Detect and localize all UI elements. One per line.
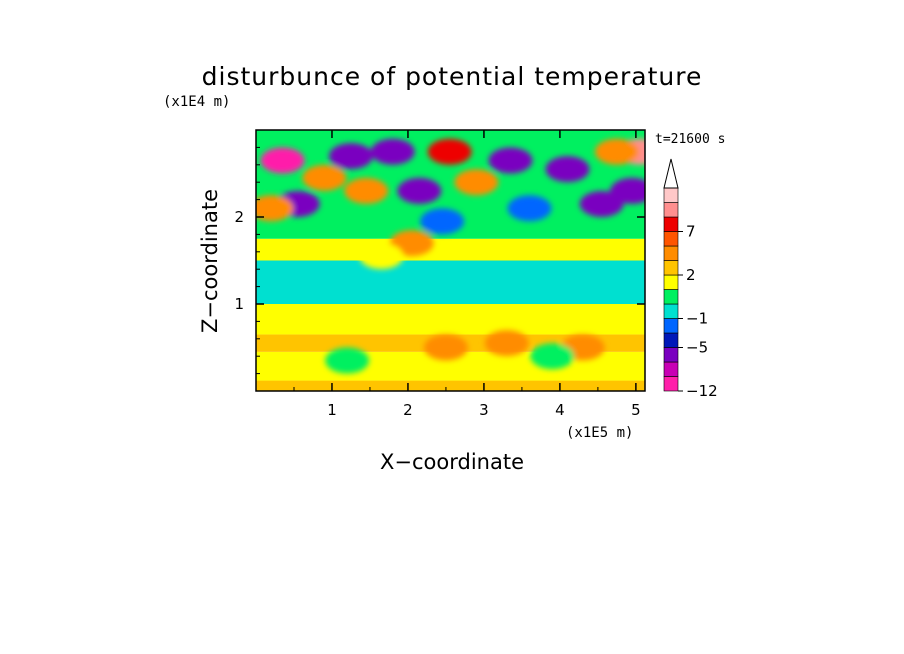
- feature-23: [325, 347, 370, 374]
- x-tick-label-2: 3: [479, 401, 489, 419]
- feature-9: [389, 230, 434, 257]
- y-axis-label: Z−coordinate: [198, 189, 222, 333]
- feature-2: [302, 164, 347, 191]
- feature-4: [344, 177, 389, 204]
- feature-18: [256, 195, 294, 222]
- feature-13: [545, 156, 590, 183]
- colorbar-label-4: 7: [686, 223, 696, 241]
- x-unit-label: (x1E5 m): [566, 425, 633, 441]
- colorbar-segment-11: [663, 216, 679, 232]
- colorbar-segment-6: [663, 289, 679, 305]
- colorbar-label-0: −12: [686, 382, 718, 400]
- x-axis: 1 2 3 4 5: [293, 130, 641, 419]
- time-label: t=21600 s: [655, 132, 725, 147]
- feature-10: [454, 169, 499, 196]
- feature-5: [370, 138, 415, 165]
- feature-17: [594, 138, 639, 165]
- colorbar-segment-12: [663, 202, 679, 218]
- colorbar-segment-9: [663, 245, 679, 261]
- x-tick-label-3: 4: [555, 401, 565, 419]
- feature-11: [488, 147, 533, 174]
- feature-layer: [256, 138, 645, 374]
- y-tick-label-0: 1: [234, 295, 244, 313]
- colorbar-segment-0: [663, 376, 679, 392]
- feature-3: [328, 143, 373, 170]
- feature-7: [420, 208, 465, 235]
- colorbar-segment-1: [663, 361, 679, 377]
- band-4: [256, 260, 645, 304]
- feature-6: [397, 177, 442, 204]
- plot-frame: [255, 129, 646, 392]
- colorbar-segment-13: [663, 187, 679, 203]
- x-tick-label-4: 5: [631, 401, 641, 419]
- feature-20: [484, 330, 529, 357]
- colorbar-segment-5: [663, 303, 679, 319]
- y-unit-label: (x1E4 m): [163, 94, 230, 110]
- chart-title: disturbunce of potential temperature: [202, 62, 703, 91]
- feature-15: [610, 177, 645, 204]
- colorbar: −12−5−127: [663, 158, 718, 400]
- feature-8: [427, 138, 472, 165]
- colorbar-label-2: −1: [686, 310, 708, 328]
- feature-21: [423, 334, 468, 361]
- colorbar-label-1: −5: [686, 339, 708, 357]
- band-0: [256, 380, 645, 391]
- x-tick-label-0: 1: [327, 401, 337, 419]
- feature-0: [260, 147, 305, 174]
- x-tick-label-1: 2: [403, 401, 413, 419]
- colorbar-extend-arrow: [663, 158, 679, 189]
- heatmap-field: [256, 130, 645, 391]
- colorbar-segment-3: [663, 332, 679, 348]
- colorbar-segment-2: [663, 347, 679, 363]
- colorbar-segment-10: [663, 231, 679, 247]
- y-tick-label-1: 2: [234, 208, 244, 226]
- band-5: [256, 238, 645, 261]
- x-axis-label: X−coordinate: [380, 450, 524, 474]
- colorbar-segment-4: [663, 318, 679, 334]
- y-axis: 12: [234, 146, 645, 375]
- feature-12: [507, 195, 552, 222]
- colorbar-segment-7: [663, 274, 679, 290]
- colorbar-segment-8: [663, 260, 679, 276]
- feature-14: [579, 190, 624, 217]
- feature-24: [530, 343, 575, 370]
- band-3: [256, 304, 645, 335]
- colorbar-label-3: 2: [686, 266, 696, 284]
- feature-19: [359, 243, 404, 270]
